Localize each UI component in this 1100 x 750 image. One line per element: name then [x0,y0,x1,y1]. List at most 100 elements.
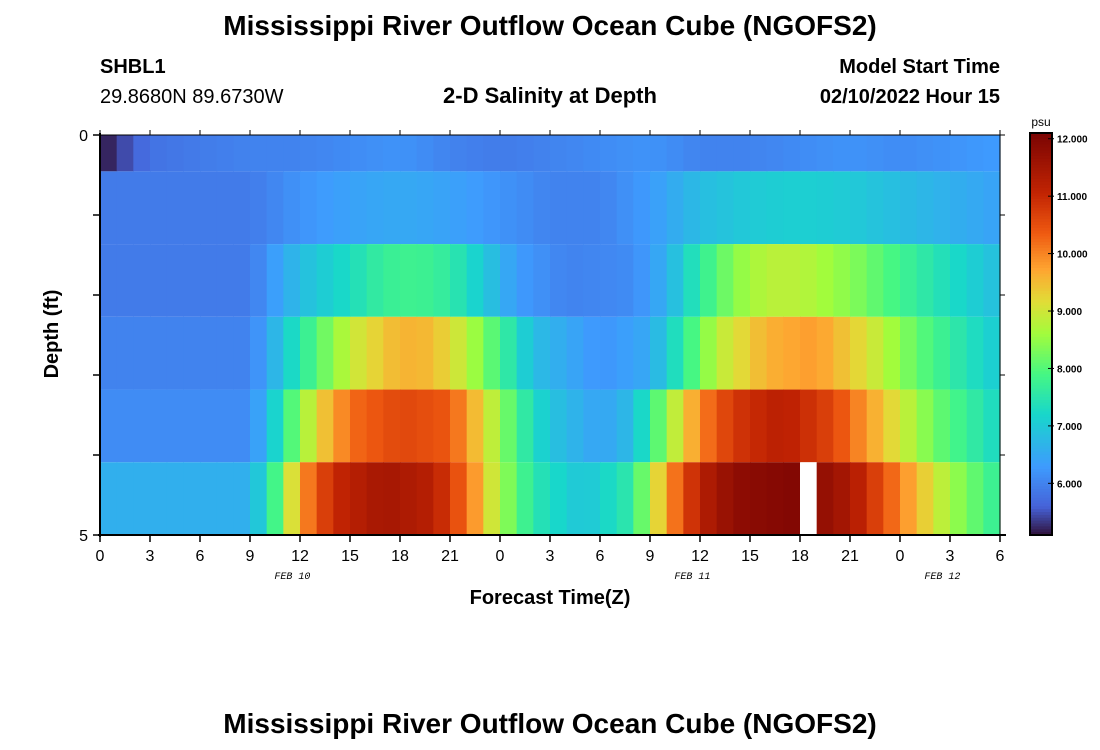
heatmap-cell [816,244,834,317]
repeated-page-title: Mississippi River Outflow Ocean Cube (NG… [223,708,877,739]
colorbar-segment [1030,523,1052,527]
colorbar-segment [1030,408,1052,413]
colorbar-segment [1030,288,1052,292]
colorbar-segment [1030,204,1052,209]
heatmap-cell [683,244,701,317]
heatmap-cell [850,389,868,463]
heatmap-cell [350,135,368,172]
heatmap-cell [883,135,901,172]
heatmap-cell [783,462,801,535]
colorbar-segment [1030,319,1052,324]
colorbar-segment [1030,382,1052,387]
heatmap-cell [133,316,151,390]
heatmap-cell [600,389,618,463]
heatmap-cell [733,135,751,172]
colorbar-segment [1030,299,1052,304]
heatmap-cell [350,244,368,317]
colorbar-segment [1030,434,1052,438]
colorbar-segment [1030,359,1052,364]
colorbar-segment [1030,256,1052,260]
heatmap-cell [950,244,968,317]
heatmap-cell [450,171,468,245]
colorbar-segment [1030,400,1052,404]
heatmap-cell [250,316,268,390]
colorbar-segment [1030,445,1052,450]
heatmap-cell [566,171,584,245]
colorbar-segment [1030,443,1052,447]
heatmap-cell [616,171,634,245]
heatmap-cell [600,135,618,172]
heatmap-cell [400,462,418,535]
heatmap-cell [100,462,118,535]
heatmap-cell [283,171,301,245]
colorbar-frame [1029,132,1053,536]
heatmap-cell [633,244,651,317]
heatmap-cell [433,244,451,317]
heatmap-cell [716,135,734,172]
heatmap-cell [433,316,451,390]
x-tick-label: 0 [496,548,505,565]
heatmap-cell [700,462,718,535]
heatmap-cell [483,244,501,317]
heatmap-cell [266,389,284,463]
colorbar-segment [1030,176,1052,180]
heatmap-cell [316,389,334,463]
y-tick-label: 5 [79,528,88,545]
heatmap-cell [250,171,268,245]
colorbar-segment [1030,437,1052,441]
heatmap-cell [166,244,184,317]
colorbar-segment [1030,431,1052,436]
heatmap-cell [116,135,134,172]
heatmap-cell [300,244,318,317]
heatmap-cell [533,244,551,317]
model-start-value: 02/10/2022 Hour 15 [819,86,1000,108]
heatmap-cell [383,462,401,535]
heatmap-cell [666,462,684,535]
heatmap-cell [833,389,851,463]
y-axis-label: Depth (ft) [41,290,63,379]
colorbar-segment [1030,153,1052,157]
heatmap-cell [416,389,434,463]
heatmap-cell [750,244,768,317]
heatmap-cell [500,316,518,390]
colorbar-tick-label: 10.000 [1057,250,1088,261]
heatmap-cell [850,462,868,535]
heatmap-cell [166,316,184,390]
heatmap-cell [650,462,668,535]
heatmap-cell [883,171,901,245]
heatmap-cell [266,244,284,317]
heatmap-cell [383,171,401,245]
colorbar-segment [1030,181,1052,186]
heatmap-cell [750,171,768,245]
heatmap-cell [850,135,868,172]
heatmap-cell [566,135,584,172]
heatmap-cell [800,316,818,390]
heatmap-cell [933,171,951,245]
colorbar-segment [1030,491,1052,496]
heatmap-cell [266,462,284,535]
colorbar-segment [1030,526,1052,530]
heatmap-cell [616,462,634,535]
heatmap-cell [366,462,384,535]
colorbar-tick-label: 11.000 [1057,192,1087,203]
colorbar-segment [1030,219,1052,223]
x-tick-label: 6 [196,548,205,565]
heatmap-cell [983,171,1001,245]
heatmap-cell [383,389,401,463]
colorbar-segment [1030,187,1052,192]
heatmap-cell [883,462,901,535]
colorbar-segment [1030,150,1052,154]
heatmap-cell [133,171,151,245]
x-tick-label: 3 [146,548,155,565]
heatmap-cell [766,244,784,317]
heatmap-cell [633,462,651,535]
colorbar-segment [1030,216,1052,220]
heatmap-cell [800,244,818,317]
colorbar-segment [1030,480,1052,484]
colorbar-segment [1030,517,1052,522]
heatmap-cell [966,171,984,245]
heatmap-cell [933,389,951,463]
heatmap-cell [966,389,984,463]
heatmap-cell [133,244,151,317]
